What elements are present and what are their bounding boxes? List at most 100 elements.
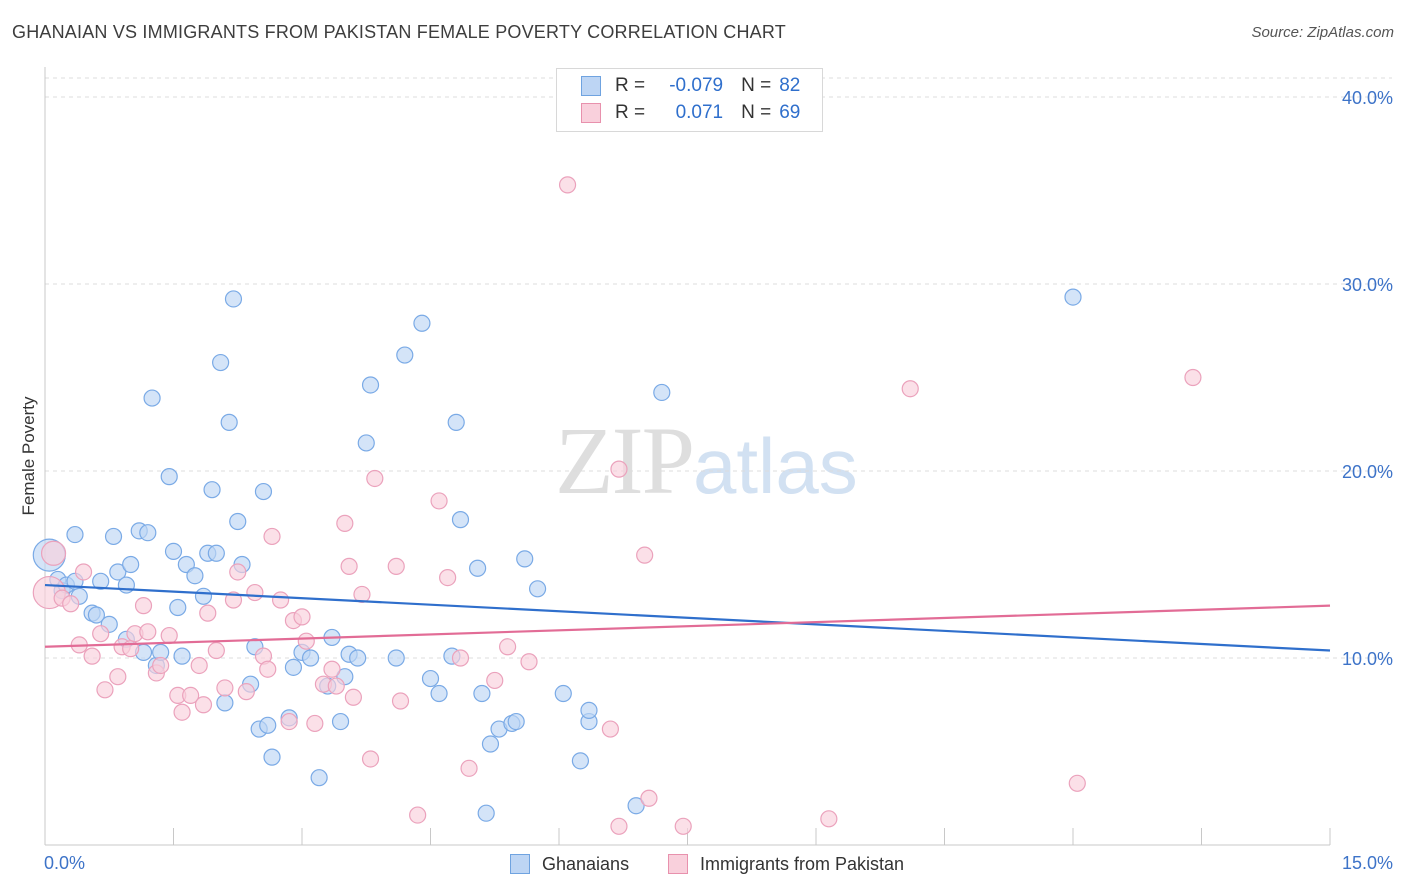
ghanaian-point [263,748,281,766]
legend-swatch-pakistan [581,103,601,123]
legend-row-ghanaians: R = -0.079 N = 82 [581,74,800,98]
pakistan-point [263,527,281,546]
pakistan-point [340,557,358,575]
watermark: ZIPatlas [555,405,858,516]
ghanaian-point [122,555,140,574]
y-axis-label: Female Poverty [19,396,38,516]
ghanaian-point [310,769,328,787]
pakistan-point [190,656,208,675]
bottom-legend-pakistan: Immigrants from Pakistan [668,852,904,876]
y-tick-label: 20.0% [1342,462,1393,482]
ghanaian-point [507,712,525,731]
pakistan-point [229,563,247,581]
legend-r-label: R = [615,102,646,123]
pakistan-point [237,683,255,701]
pakistan-point [387,557,405,575]
chart-title: GHANAIAN VS IMMIGRANTS FROM PAKISTAN FEM… [12,22,786,42]
bottom-legend-swatch [668,854,688,874]
ghanaian-point [186,567,204,585]
pakistan-point [391,692,410,710]
pakistan-point [139,623,157,641]
legend-r-value: -0.079 [669,75,724,96]
legend-r-label: R = [615,75,646,96]
ghanaian-trend-line [44,583,1331,652]
ghanaian-point [212,353,230,372]
pakistan-point [640,789,658,807]
pakistan-point [92,625,110,643]
x-tick-label: 15.0% [1342,853,1393,873]
legend-row-pakistan: R = 0.071 N = 69 [581,101,800,125]
pakistan-point [327,677,345,695]
legend-n-label: N = [741,102,772,123]
ghanaian-point [413,314,431,332]
ghanaian-point [173,647,191,665]
ghanaian-point [528,580,547,598]
ghanaian-point [331,712,350,731]
ghanaian-point [387,649,405,667]
ghanaian-point [117,576,135,594]
ghanaian-point [469,559,487,577]
ghanaian-point [447,413,465,431]
ghanaian-point [421,669,440,688]
ghanaian-point [104,527,123,546]
ghanaian-point [203,481,221,499]
ghanaian-point [481,735,500,753]
ghanaian-point [207,544,225,562]
x-tick-label: 0.0% [44,853,85,873]
legend-n-value: 69 [779,102,801,123]
ghanaian-point [361,376,380,394]
legend-n-label: N = [741,75,772,96]
pakistan-trend-line [44,604,1331,648]
correlation-legend: R = -0.079 N = 82 R = 0.071 N = 69 [556,68,823,132]
pakistan-point [344,688,362,706]
ghanaian-point [139,524,157,542]
ghanaian-point [259,716,277,734]
ghanaian-point [653,383,671,402]
pakistan-point [173,703,191,721]
ghanaian-point [284,658,303,676]
pakistan-point [306,714,324,733]
ghanaian-point [349,649,367,667]
pakistan-point [601,720,620,738]
pakistan-point [439,568,457,587]
ghanaian-point [92,572,110,590]
ghanaian-point [301,649,320,667]
ghanaian-point [473,684,491,703]
pakistan-point [194,696,213,714]
pakistan-point [152,656,170,675]
pakistan-point [83,647,101,665]
ghanaian-point [194,587,213,605]
ghanaian-point [571,752,590,770]
pakistan-point [820,810,838,828]
pakistan-point [297,632,315,650]
pakistan-point [216,679,234,697]
ghanaian-point [216,694,234,712]
pakistan-point [207,641,225,660]
pakistan-point [1184,368,1202,387]
pakistan-point [486,671,504,690]
pakistan-point [636,546,654,564]
bottom-legend-label: Ghanaians [542,853,630,874]
ghanaian-point [1064,288,1082,306]
pakistan-point [109,668,127,686]
pakistan-point [361,750,380,768]
pakistan-point [901,380,919,398]
ghanaian-point [87,606,106,624]
y-tick-label: 30.0% [1342,275,1393,295]
ghanaian-point [224,290,243,308]
pakistan-point [271,591,290,609]
pakistan-point [674,817,692,835]
ghanaian-point [229,512,247,531]
ghanaian-point [516,550,534,568]
bottom-legend-swatch [510,854,530,874]
pakistan-point [499,638,517,656]
ghanaian-point [430,684,448,703]
ghanaian-point [477,804,495,822]
ghanaian-point [109,563,127,581]
pakistan-point [280,712,298,731]
ghanaian-point [143,389,161,407]
ghanaian-point [169,598,187,617]
pakistan-point [74,563,93,581]
ghanaian-point [554,684,572,703]
